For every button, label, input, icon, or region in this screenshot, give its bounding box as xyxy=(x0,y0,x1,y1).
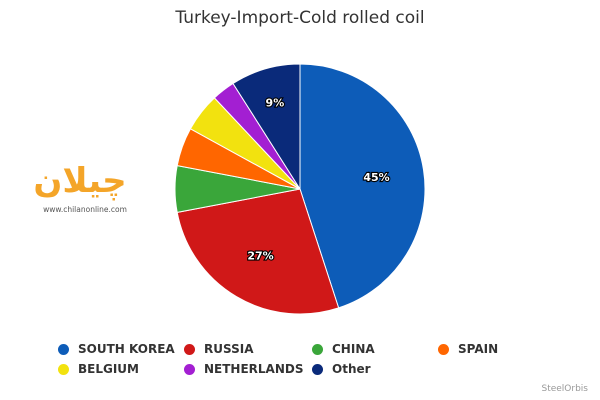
pie-slice-other[interactable] xyxy=(232,63,301,191)
watermark-logo-text: چیلان xyxy=(33,161,126,201)
legend-marker-netherlands xyxy=(184,363,195,375)
legend-item-russia[interactable]: RUSSIA xyxy=(184,342,312,356)
watermark-url: www.chilanonline.com xyxy=(43,205,127,214)
chart-legend: SOUTH KOREA RUSSIA CHINA SPAIN BELGIUM NETHER… xyxy=(58,342,578,376)
legend-item-netherlands[interactable]: NETHERLANDS xyxy=(184,362,312,376)
source-credit: SteelOrbis xyxy=(541,384,588,394)
legend-marker-other xyxy=(312,363,323,375)
slice-label-russia: 27% xyxy=(247,250,273,263)
chart-title: Turkey-Import-Cold rolled coil xyxy=(175,8,425,28)
chilan-logo-watermark: چیلان www.chilanonline.com xyxy=(33,161,127,214)
legend-label-spain: SPAIN xyxy=(458,342,499,356)
pie-slice-russia[interactable] xyxy=(176,188,340,315)
legend-marker-russia xyxy=(184,343,195,355)
legend-item-belgium[interactable]: BELGIUM xyxy=(58,362,184,376)
legend-marker-spain xyxy=(438,343,449,355)
legend-item-china[interactable]: CHINA xyxy=(312,342,438,356)
legend-label-china: CHINA xyxy=(332,342,375,356)
legend-item-south-korea[interactable]: SOUTH KOREA xyxy=(58,342,184,356)
pie-slice-south-korea[interactable] xyxy=(299,63,426,309)
slice-label-south-korea: 45% xyxy=(363,171,389,184)
slice-label-other: 9% xyxy=(266,97,285,110)
legend-item-other[interactable]: Other xyxy=(312,362,438,376)
legend-marker-south-korea xyxy=(58,343,69,355)
legend-label-netherlands: NETHERLANDS xyxy=(204,362,304,376)
legend-label-other: Other xyxy=(332,362,371,376)
legend-item-spain[interactable]: SPAIN xyxy=(438,342,558,356)
legend-label-belgium: BELGIUM xyxy=(78,362,139,376)
legend-marker-china xyxy=(312,343,323,355)
legend-label-south-korea: SOUTH KOREA xyxy=(78,342,175,356)
legend-label-russia: RUSSIA xyxy=(204,342,254,356)
legend-marker-belgium xyxy=(58,363,69,375)
